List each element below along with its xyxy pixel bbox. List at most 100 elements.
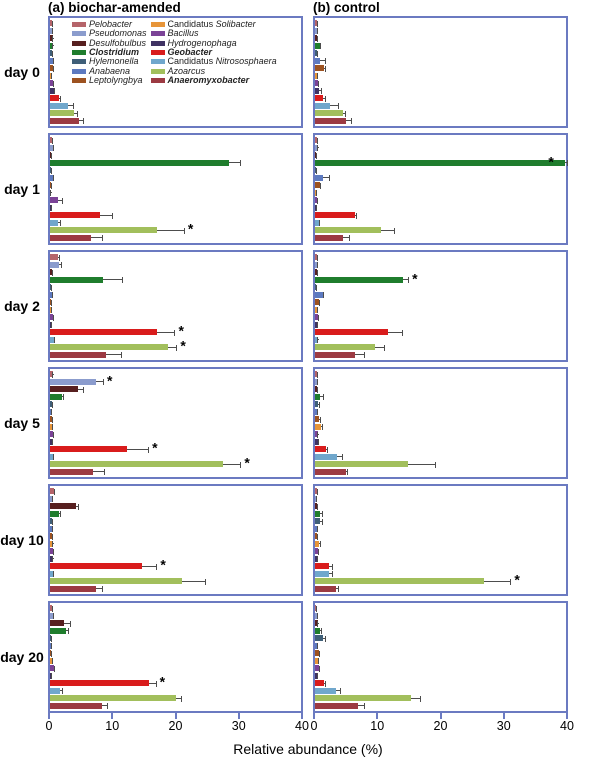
bar-row — [50, 137, 301, 144]
bar-row — [50, 503, 301, 510]
bar-azoarcus — [315, 695, 411, 702]
bar-pelobacter — [50, 137, 52, 144]
error-bar — [53, 145, 55, 152]
bar-row — [315, 540, 566, 548]
bar-row — [50, 612, 301, 620]
legend-swatch-bacillus — [150, 31, 165, 37]
error-bar — [318, 665, 321, 672]
error-bar — [52, 371, 54, 378]
bar-solibacter — [315, 72, 317, 79]
error-bar — [318, 401, 320, 408]
bar-row — [50, 65, 301, 72]
bar-row — [315, 254, 566, 261]
bar-clostridium — [315, 393, 321, 400]
panel-a-day-2: * * — [48, 250, 303, 362]
bar-solibacter — [50, 189, 51, 196]
error-bar — [51, 269, 53, 276]
bar-row — [50, 291, 301, 299]
bar-nitrososphaera — [315, 102, 331, 109]
significance-asterisk: * — [244, 454, 250, 471]
panel-b-day-20 — [313, 601, 568, 713]
bar-azoarcus — [50, 461, 223, 468]
error-bar — [320, 511, 323, 518]
bar-desulfobulbus — [315, 503, 317, 510]
error-bar — [316, 409, 318, 416]
bar-desulfobulbus — [50, 152, 52, 159]
bar-row — [50, 401, 301, 408]
bar-hydrogenophaga — [50, 87, 54, 94]
bar-leptolyngbya — [315, 299, 319, 306]
error-bar — [316, 262, 318, 269]
bar-row — [50, 642, 301, 650]
bar-azoarcus — [50, 578, 182, 585]
bar-hydrogenophaga — [315, 87, 320, 94]
bar-anabaena — [50, 408, 52, 415]
bar-geobacter — [315, 329, 389, 336]
bar-pelobacter — [315, 488, 317, 495]
bar-bacillus — [315, 197, 317, 204]
bar-leptolyngbya — [50, 299, 52, 306]
bar-hydrogenophaga — [50, 321, 52, 328]
bar-nitrososphaera — [315, 219, 319, 226]
error-bar — [58, 511, 61, 518]
bar-row — [50, 431, 301, 438]
error-bar — [77, 386, 85, 393]
bar-row — [50, 20, 301, 27]
panel-a-day-20: * — [48, 601, 303, 713]
bar-desulfobulbus — [315, 386, 317, 393]
panel-a-day-5: * * * — [48, 367, 303, 479]
error-bar — [411, 695, 422, 702]
legend-label: Bacillus — [167, 28, 199, 39]
bar-solibacter — [50, 306, 52, 313]
bar-azoarcus — [50, 344, 168, 351]
error-bar — [78, 118, 84, 125]
day-label: day 20 — [0, 649, 44, 665]
bar-bacillus — [315, 314, 319, 321]
error-bar — [53, 65, 55, 72]
bar-row — [50, 110, 301, 117]
bar-anabaena — [50, 525, 52, 532]
error-bar — [354, 212, 358, 219]
error-bar — [316, 533, 318, 540]
error-bar — [317, 337, 319, 344]
bar-clostridium — [50, 393, 62, 400]
error-bar — [60, 688, 64, 695]
legend-swatch-azoarcus — [150, 68, 165, 74]
error-bar — [100, 212, 113, 219]
error-bar — [73, 110, 79, 117]
bar-anabaena — [315, 408, 317, 415]
x-tick-label: 30 — [231, 719, 246, 733]
bar-row: * — [315, 153, 568, 169]
bar-row — [315, 563, 566, 570]
error-bar — [58, 95, 61, 102]
bar-hylemonella — [315, 401, 319, 408]
bar-row — [50, 102, 301, 110]
bar-row — [315, 672, 566, 680]
bar-row — [50, 95, 301, 102]
error-bar — [96, 586, 104, 593]
bar-solibacter — [50, 72, 52, 79]
bar-row — [315, 321, 566, 329]
bar-anaeromyxobacter — [315, 468, 346, 475]
error-bar — [322, 175, 331, 182]
panel-b-day-2: * — [313, 250, 568, 362]
legend-item: Azoarcus — [150, 66, 277, 75]
bar-anaeromyxobacter — [50, 702, 103, 709]
bar-row — [315, 533, 566, 540]
x-tick — [376, 713, 379, 719]
error-bar — [51, 20, 53, 27]
bar-row — [315, 344, 566, 351]
error-bar — [57, 197, 63, 204]
bar-row — [315, 87, 566, 95]
bar-row — [50, 650, 301, 657]
bar-row — [50, 57, 301, 65]
bar-clostridium — [50, 276, 104, 283]
bar-row — [315, 495, 566, 503]
day-label: day 10 — [0, 532, 44, 548]
bar-pelobacter — [315, 605, 317, 612]
bar-anaeromyxobacter — [50, 585, 97, 592]
error-bar — [317, 439, 320, 446]
bar-row — [50, 117, 301, 125]
bar-nitrososphaera — [50, 570, 54, 577]
